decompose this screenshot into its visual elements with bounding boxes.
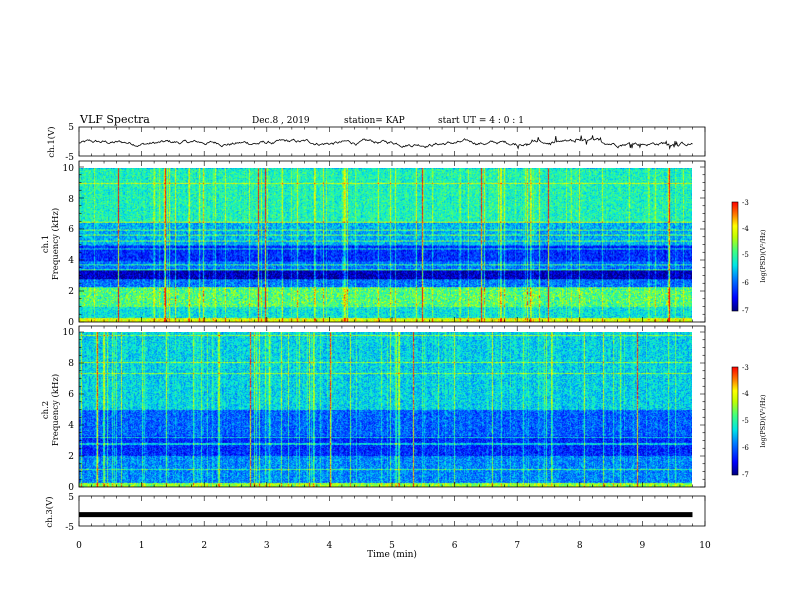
ch1-colorbar-label: log(PSD)(V²/Hz) xyxy=(759,229,767,282)
ch2-colorbar-tick-max: -3 xyxy=(742,364,749,372)
ch1-ytick-top: 5 xyxy=(68,123,74,133)
ch1-spectrogram-panel: 10 6 4 2 0 8 ch.1 Frequency (kHz) xyxy=(41,160,706,328)
axis-tick-marks xyxy=(78,127,706,526)
ch1-waveform-ylabel: ch.1(V) xyxy=(46,126,57,157)
ch2-colorbar-tick-6: -6 xyxy=(742,444,749,452)
ch2-colorbar-tick-4: -4 xyxy=(742,390,749,398)
x-tick-label: 7 xyxy=(514,541,520,551)
ch1-colorbar-tick-min: -7 xyxy=(742,307,749,315)
ch2-spectrogram-image xyxy=(79,332,692,487)
x-tick-label: 9 xyxy=(640,541,646,551)
ch2-colorbar-tick-min: -7 xyxy=(742,471,749,479)
ch2-ytick-0: 0 xyxy=(68,483,74,493)
ch1-ytick-2: 2 xyxy=(68,287,74,297)
ch3-ytick-bottom: -5 xyxy=(65,523,74,533)
x-tick-label: 3 xyxy=(264,541,270,551)
ch2-ytick-2: 2 xyxy=(68,452,74,462)
x-axis-label: Time (min) xyxy=(367,549,417,560)
ch1-waveform-panel: 5 -5 ch.1(V) xyxy=(46,123,706,163)
ch1-colorbar-tick-4: -4 xyxy=(742,225,749,233)
ch1-colorbar-tick-max: -3 xyxy=(742,199,749,207)
ch2-colorbar: -3 -4 -5 -6 -7 log(PSD)(V²/Hz) xyxy=(731,364,767,479)
ch1-ytick-0: 0 xyxy=(68,318,74,328)
ch1-spectrogram-image xyxy=(79,168,692,322)
ch2-colorbar-bar xyxy=(731,366,739,476)
ch2-spectrogram-panel: 10 8 6 4 2 0 ch.2 Frequency (kHz) xyxy=(41,325,706,493)
x-axis-ticks: 0 1 2 3 4 5 6 7 8 9 10 xyxy=(76,541,711,551)
ch2-colorbar-tick-5: -5 xyxy=(742,417,749,425)
ch2-colorbar-label: log(PSD)(V²/Hz) xyxy=(759,394,767,447)
ch1-colorbar: -3 -4 -5 -6 -7 log(PSD)(V²/Hz) xyxy=(731,199,767,315)
ch2-spectrogram-ylabel: Frequency (kHz) xyxy=(50,374,61,446)
ch1-ytick-bottom: -5 xyxy=(65,153,74,163)
ch1-waveform-line xyxy=(78,135,693,150)
ch3-waveform-ylabel: ch.3(V) xyxy=(44,496,55,527)
x-tick-label: 8 xyxy=(577,541,583,551)
station-label: station= KAP xyxy=(344,116,405,126)
x-tick-label: 0 xyxy=(76,541,82,551)
ch2-ytick-10: 10 xyxy=(63,328,75,338)
start-time-label: start UT = 4 : 0 : 1 xyxy=(438,116,524,126)
chart-title: VLF Spectra xyxy=(79,113,150,126)
ch1-colorbar-bar xyxy=(731,201,739,312)
ch1-ytick-4: 4 xyxy=(68,256,74,266)
date-label: Dec.8 , 2019 xyxy=(252,116,310,126)
ch1-colorbar-tick-6: -6 xyxy=(742,279,749,287)
x-tick-label: 10 xyxy=(699,541,711,551)
x-tick-label: 2 xyxy=(201,541,207,551)
x-tick-label: 4 xyxy=(327,541,333,551)
ch2-spectrogram-ylabel-channel: ch.2 xyxy=(41,401,51,419)
ch1-ytick-10: 10 xyxy=(63,164,75,174)
x-tick-label: 5 xyxy=(389,541,395,551)
x-tick-label: 6 xyxy=(452,541,458,551)
ch2-ytick-8: 8 xyxy=(68,359,74,369)
ch1-spectrogram-ylabel-channel: ch.1 xyxy=(41,235,51,253)
ch2-ytick-4: 4 xyxy=(68,421,74,431)
ch2-ytick-6: 6 xyxy=(68,390,74,400)
ch1-ytick-8: 8 xyxy=(68,195,74,205)
ch1-ytick-6: 6 xyxy=(68,225,74,235)
ch3-ytick-top: 5 xyxy=(68,493,74,503)
ch3-waveform-panel: 5 -5 ch.3(V) xyxy=(44,493,706,533)
ch1-colorbar-tick-5: -5 xyxy=(742,251,749,259)
ch1-spectrogram-ylabel: Frequency (kHz) xyxy=(50,208,61,280)
x-tick-label: 1 xyxy=(139,541,145,551)
